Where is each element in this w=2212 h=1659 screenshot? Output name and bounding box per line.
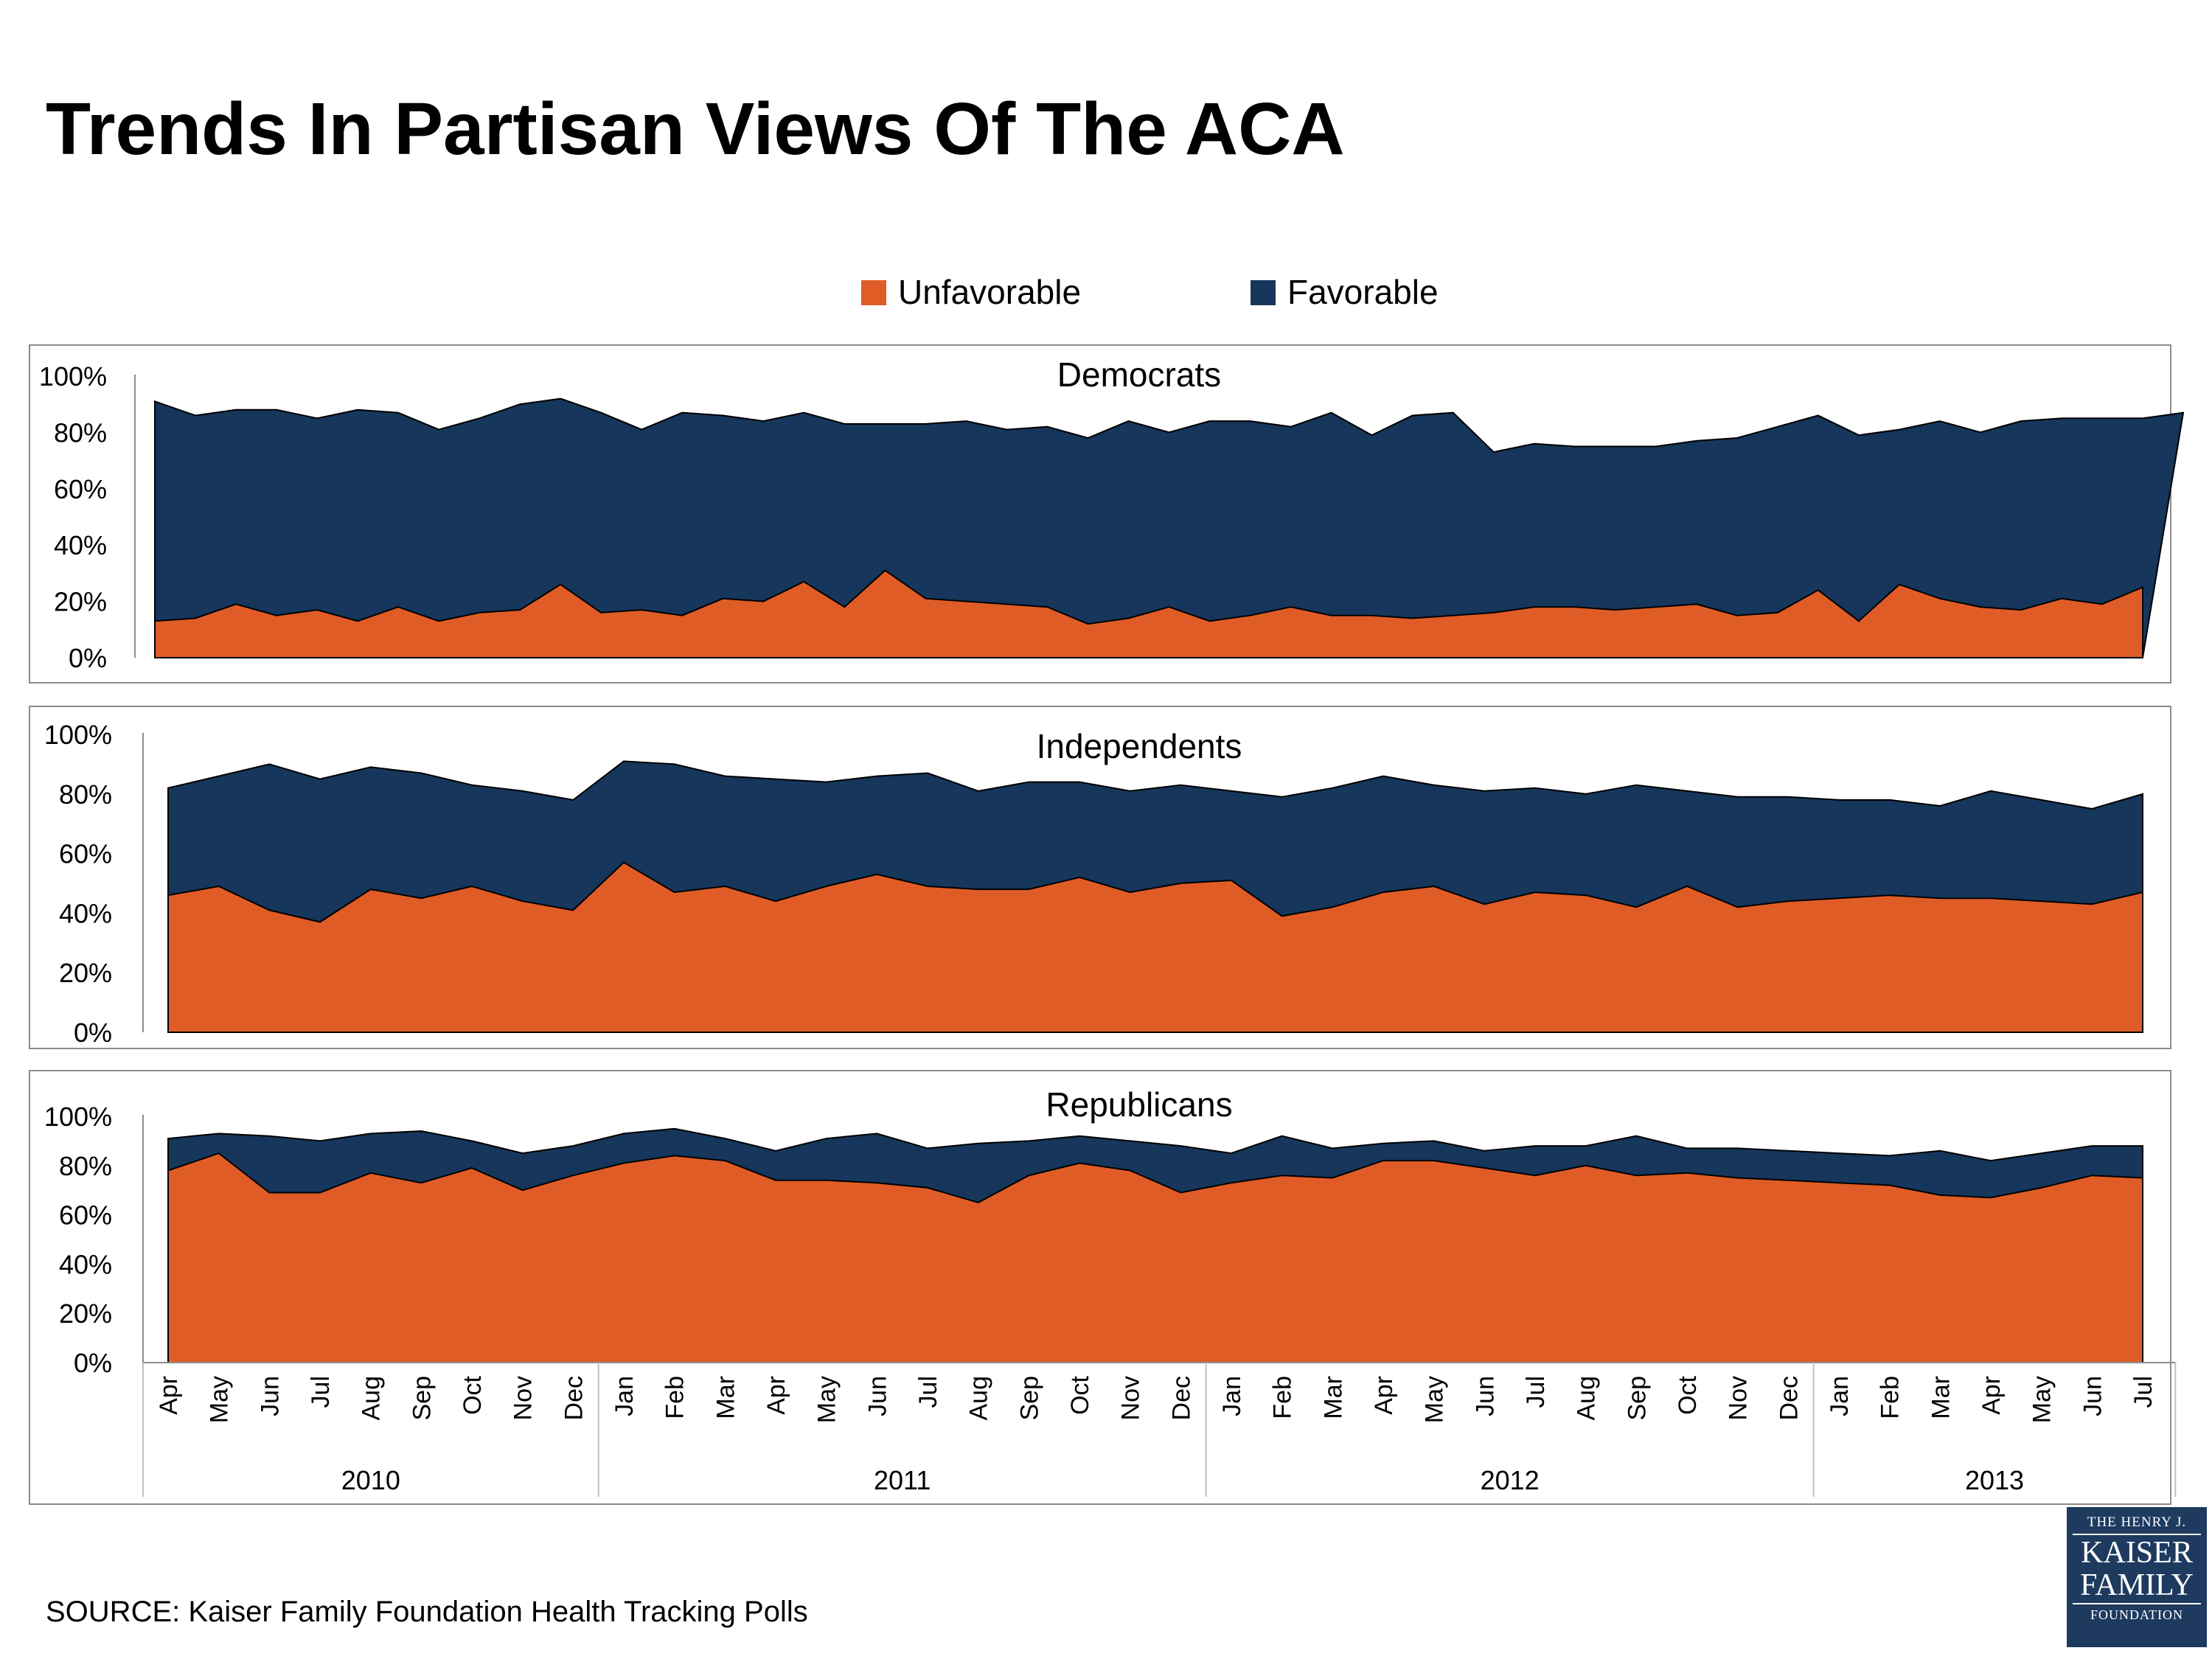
x-tick-label: Jun [1471, 1376, 1499, 1416]
x-tick-label: Jun [2079, 1376, 2107, 1416]
y-tick-label: 60% [59, 839, 112, 869]
area-unfavorable [167, 1152, 2143, 1363]
x-tick-label: May [206, 1376, 234, 1423]
x-group-label: 2012 [1481, 1465, 1540, 1495]
x-group-label: 2010 [341, 1465, 400, 1495]
panel-title: Republicans [1046, 1085, 1232, 1124]
area-favorable [154, 397, 2185, 658]
x-axis: Apr May Jun Jul Aug Sep Oct Nov Dec Jan Feb Mar Apr M… [142, 1362, 2177, 1497]
legend-label-unfavorable: Unfavorable [898, 273, 1081, 311]
x-tick-label: Aug [358, 1376, 386, 1421]
x-tick-label: Feb [1877, 1376, 1905, 1419]
legend: Unfavorable Favorable [861, 273, 1439, 311]
panel-republicans: 0% 20% 40% 60% 80% 100% Republicans [29, 1070, 2171, 1505]
x-tick-label: Mar [712, 1376, 740, 1419]
x-tick-label: Dec [1167, 1376, 1195, 1420]
x-tick-label: Mar [1319, 1376, 1347, 1419]
x-tick-label: Jul [2129, 1376, 2157, 1408]
x-tick-label: Jun [863, 1376, 891, 1416]
y-tick-label: 20% [54, 587, 107, 617]
logo-line-3: FAMILY [2080, 1568, 2194, 1602]
x-tick-label: Dec [1775, 1376, 1803, 1420]
x-tick-label: May [813, 1376, 841, 1423]
y-tick-label: 40% [59, 898, 112, 928]
x-tick-label: Oct [1674, 1375, 1702, 1414]
x-tick-label: Mar [1927, 1376, 1955, 1419]
kff-logo: THE HENRY J. KAISER FAMILY FOUNDATION [2067, 1507, 2207, 1647]
logo-line-2: KAISER [2081, 1536, 2193, 1570]
x-tick-label: Jul [914, 1376, 942, 1408]
x-tick-label: Apr [762, 1376, 790, 1415]
x-tick-label: May [2028, 1376, 2056, 1423]
x-tick-label: Jan [1218, 1376, 1246, 1416]
x-tick-label: Oct [1066, 1375, 1094, 1414]
x-tick-label: Nov [509, 1376, 538, 1420]
y-tick-label: 20% [59, 1298, 112, 1329]
panel-democrats: 0% 20% 40% 60% 80% 100% Democrats [29, 344, 2185, 684]
panel-frame [29, 706, 2171, 1049]
panel-frame [29, 344, 2171, 684]
x-group-label: 2013 [1965, 1465, 2024, 1495]
chart-title: Trends In Partisan Views Of The ACA [46, 88, 1345, 170]
x-tick-label: Dec [560, 1376, 588, 1420]
x-tick-label: Apr [155, 1376, 183, 1415]
area-unfavorable [167, 861, 2143, 1033]
panels: 0% 20% 40% 60% 80% 100% Democrats 0% 20% 40% 60% 80… [29, 344, 2185, 1505]
source-note: SOURCE: Kaiser Family Foundation Health … [46, 1596, 808, 1628]
area-unfavorable [154, 569, 2143, 658]
panel-title: Democrats [1057, 355, 1221, 394]
x-tick-label: Nov [1117, 1376, 1145, 1420]
x-tick-label: May [1421, 1376, 1449, 1423]
y-tick-label: 80% [54, 417, 107, 448]
x-tick-label: Jan [1826, 1376, 1854, 1416]
x-tick-label: Oct [459, 1375, 487, 1414]
x-tick-label: Jul [1522, 1376, 1550, 1408]
x-tick-label: Aug [965, 1376, 993, 1421]
y-tick-label: 40% [54, 530, 107, 560]
y-tick-label: 40% [59, 1249, 112, 1279]
y-tick-label: 60% [59, 1200, 112, 1231]
x-group-label: 2011 [874, 1465, 931, 1495]
x-tick-label: Feb [661, 1376, 689, 1419]
x-tick-label: Apr [1978, 1376, 2006, 1415]
logo-wordmark: KAISER FAMILY [2073, 1534, 2201, 1604]
x-tick-label: Jul [307, 1376, 335, 1408]
panel-independents: 0% 20% 40% 60% 80% 100% Independents [29, 706, 2171, 1049]
logo-line-4: FOUNDATION [2090, 1607, 2183, 1622]
x-tick-label: Aug [1573, 1376, 1601, 1421]
legend-label-favorable: Favorable [1287, 273, 1439, 311]
legend-swatch-favorable [1251, 280, 1276, 305]
x-tick-label: Sep [1623, 1376, 1651, 1421]
y-tick-label: 80% [59, 1151, 112, 1181]
y-tick-label: 0% [69, 643, 107, 673]
x-tick-label: Feb [1269, 1376, 1297, 1419]
y-tick-label: 80% [59, 779, 112, 810]
x-tick-label: Sep [408, 1376, 436, 1421]
x-tick-label: Apr [1370, 1376, 1398, 1415]
panel-frame [29, 1070, 2171, 1505]
y-tick-label: 60% [54, 474, 107, 504]
x-tick-label: Sep [1015, 1376, 1043, 1421]
panel-title: Independents [1037, 727, 1242, 765]
x-tick-label: Nov [1725, 1376, 1753, 1420]
x-tick-label: Jan [611, 1376, 639, 1416]
y-tick-label: 100% [39, 361, 107, 392]
y-tick-label: 20% [59, 958, 112, 988]
x-tick-label: Jun [256, 1376, 284, 1416]
y-tick-label: 100% [44, 1102, 112, 1132]
legend-swatch-unfavorable [861, 280, 886, 305]
y-tick-label: 0% [74, 1018, 112, 1048]
y-tick-label: 0% [74, 1348, 112, 1378]
logo-line-1: THE HENRY J. [2087, 1514, 2187, 1530]
y-tick-label: 100% [44, 720, 112, 750]
